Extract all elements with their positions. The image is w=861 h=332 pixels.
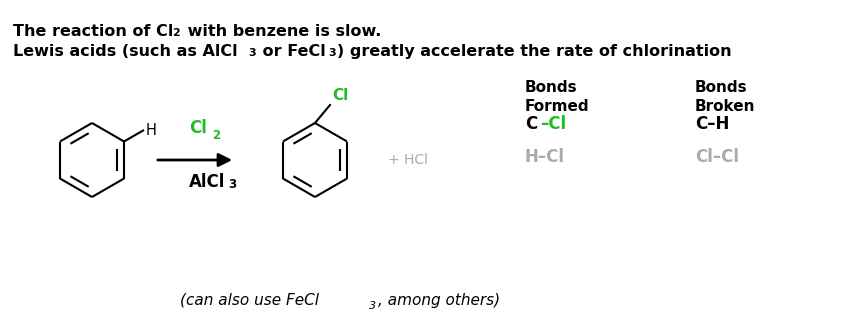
Text: 3: 3 [248,48,256,58]
Text: Cl: Cl [189,119,207,137]
Text: or FeCl: or FeCl [257,44,325,59]
Text: (can also use FeCl: (can also use FeCl [180,292,319,307]
Text: Bonds
Broken: Bonds Broken [694,80,754,114]
Text: Lewis acids (such as AlCl: Lewis acids (such as AlCl [13,44,238,59]
Text: 2: 2 [172,28,180,38]
Text: 3: 3 [369,301,375,311]
Text: The reaction of Cl: The reaction of Cl [13,24,173,39]
Text: with benzene is slow.: with benzene is slow. [182,24,381,39]
Text: 2: 2 [212,129,220,142]
Text: H: H [146,123,157,138]
Text: H–Cl: H–Cl [524,148,564,166]
Text: –Cl: –Cl [540,115,566,133]
Text: C: C [524,115,536,133]
Text: Bonds
Formed: Bonds Formed [524,80,589,114]
Text: Cl: Cl [331,88,348,103]
Text: Cl–Cl: Cl–Cl [694,148,738,166]
Text: AlCl: AlCl [189,173,225,191]
Text: + HCl: + HCl [387,153,428,167]
Text: 3: 3 [328,48,335,58]
Text: ) greatly accelerate the rate of chlorination: ) greatly accelerate the rate of chlorin… [337,44,731,59]
Text: 3: 3 [228,178,236,191]
Text: C–H: C–H [694,115,728,133]
Text: , among others): , among others) [378,292,499,307]
